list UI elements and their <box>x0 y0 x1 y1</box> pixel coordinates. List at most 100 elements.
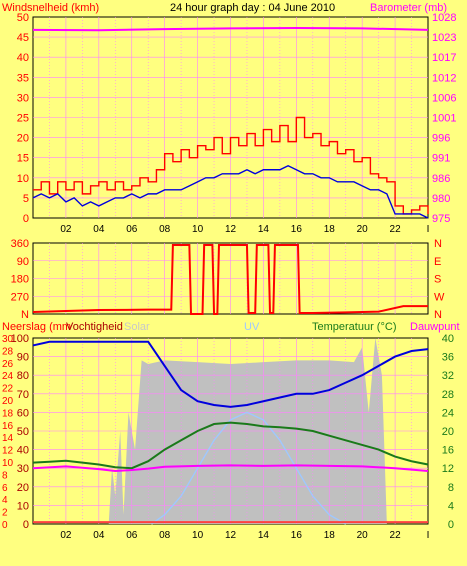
x-tick-label: 08 <box>159 224 171 235</box>
wind-barometer-panel: 0 5 10 15 20 25 30 35 40 45 50 975 980 986 991 996 1001 1… <box>17 12 457 235</box>
solar-label: Solar <box>124 321 150 333</box>
y-right-tick-label: N <box>434 238 442 250</box>
x-tick-label: 12 <box>225 530 237 541</box>
y-right-tick-label: 1012 <box>432 72 456 84</box>
wind-axis-label: Windsnelheid (kmh) <box>2 2 99 14</box>
y-rain-tick-label: 2 <box>2 508 8 519</box>
y-rain-tick-label: 6 <box>2 483 8 494</box>
y-temperature-tick-label: 12 <box>442 463 454 475</box>
y-humidity-tick-label: 70 <box>17 389 29 401</box>
x-tick-label: 10 <box>192 530 204 541</box>
y-rain-tick-label: 18 <box>2 408 14 419</box>
y-right-tick-label: S <box>434 274 441 286</box>
y-temperature-tick-label: 24 <box>442 407 454 419</box>
y-right-tick-label: 991 <box>432 153 450 165</box>
humidity-line <box>32 340 429 408</box>
y-rain-tick-label: 10 <box>2 458 14 469</box>
x-tick-label: 06 <box>126 224 138 235</box>
x-tick-label: 06 <box>126 530 138 541</box>
x-tick-label: 04 <box>93 224 105 235</box>
y-rain-tick-label: 26 <box>2 359 14 370</box>
y-humidity-tick-label: 50 <box>17 426 29 438</box>
y-rain-tick-label: 4 <box>2 495 8 506</box>
y-rain-tick-label: 20 <box>2 396 14 407</box>
y-left-tick-label: 25 <box>17 113 29 125</box>
y-left-tick-label: 10 <box>17 173 29 185</box>
x-tick-label: 18 <box>324 530 336 541</box>
y-right-tick-label: E <box>434 256 441 268</box>
y-left-tick-label: 40 <box>17 52 29 64</box>
wind-direction-line <box>32 243 428 315</box>
x-tick-label: 12 <box>225 224 237 235</box>
x-tick-label: 02 <box>60 224 72 235</box>
y-temperature-tick-label: 16 <box>442 445 454 457</box>
x-tick-label: I <box>427 224 430 235</box>
y-rain-tick-label: 28 <box>2 346 14 357</box>
y-left-tick-label: 30 <box>17 92 29 104</box>
uv-label: UV <box>244 321 260 333</box>
barometer-axis-label: Barometer (mb) <box>370 2 447 14</box>
x-tick-label: 18 <box>324 224 336 235</box>
y-right-tick-label: 975 <box>432 213 450 225</box>
wind-average-line <box>32 164 429 219</box>
y-humidity-tick-label: 20 <box>17 482 29 494</box>
y-temperature-tick-label: 4 <box>448 500 454 512</box>
uv-line <box>151 411 347 525</box>
wind-direction-panel: N N 270 W 180 S 90 E 360 N <box>11 238 445 321</box>
y-humidity-tick-label: 100 <box>11 333 29 345</box>
y-right-tick-label: 986 <box>432 173 450 185</box>
y-rain-tick-label: 0 <box>2 520 8 531</box>
y-humidity-tick-label: 80 <box>17 370 29 382</box>
temperature-line <box>32 421 429 470</box>
x-tick-label: 22 <box>390 224 402 235</box>
y-right-tick-label: 1001 <box>432 113 456 125</box>
x-tick-label: 14 <box>258 224 270 235</box>
y-left-tick-label: 180 <box>11 274 29 286</box>
x-tick-label: 02 <box>60 530 72 541</box>
y-left-tick-label: 0 <box>23 213 29 225</box>
y-temperature-tick-label: 8 <box>448 482 454 494</box>
y-left-tick-label: 360 <box>11 238 29 250</box>
y-rain-tick-label: 24 <box>2 371 14 382</box>
y-left-tick-label: 20 <box>17 133 29 145</box>
wind-speed-line <box>33 116 429 215</box>
y-rain-tick-label: 30 <box>2 334 14 345</box>
y-right-tick-label: 996 <box>432 133 450 145</box>
y-temperature-tick-label: 28 <box>442 389 454 401</box>
y-right-tick-label: 1006 <box>432 92 456 104</box>
y-humidity-tick-label: 10 <box>17 500 29 512</box>
x-tick-label: 04 <box>93 530 105 541</box>
y-temperature-tick-label: 20 <box>442 426 454 438</box>
y-left-tick-label: 45 <box>17 32 29 44</box>
dewpoint-line <box>32 464 429 472</box>
y-left-tick-label: 5 <box>23 193 29 205</box>
y-temperature-tick-label: 40 <box>442 333 454 345</box>
y-rain-tick-label: 16 <box>2 421 14 432</box>
x-tick-label: 16 <box>291 224 303 235</box>
y-right-tick-label: 1023 <box>432 32 456 44</box>
humidity-axis-label: Vochtigheid <box>66 321 123 333</box>
y-right-tick-label: N <box>434 309 442 321</box>
y-humidity-tick-label: 60 <box>17 407 29 419</box>
y-humidity-tick-label: 90 <box>17 352 29 364</box>
y-temperature-tick-label: 36 <box>442 352 454 364</box>
y-temperature-tick-label: 0 <box>448 519 454 531</box>
y-humidity-tick-label: 40 <box>17 445 29 457</box>
y-right-tick-label: W <box>434 291 445 303</box>
x-tick-label: 16 <box>291 530 303 541</box>
y-rain-tick-label: 14 <box>2 433 14 444</box>
x-tick-label: 10 <box>192 224 204 235</box>
y-left-tick-label: 15 <box>17 153 29 165</box>
y-rain-tick-label: 12 <box>2 446 14 457</box>
chart-title: 24 hour graph day : 04 June 2010 <box>170 2 335 14</box>
y-right-tick-label: 1028 <box>432 12 456 24</box>
y-rain-tick-label: 22 <box>2 384 14 395</box>
y-left-tick-label: 270 <box>11 291 29 303</box>
x-tick-label: I <box>427 530 430 541</box>
y-right-tick-label: 980 <box>432 193 450 205</box>
x-tick-label: 20 <box>357 530 369 541</box>
temperature-axis-label: Temperatuur (°C) <box>312 321 396 333</box>
y-left-tick-label: 90 <box>17 256 29 268</box>
